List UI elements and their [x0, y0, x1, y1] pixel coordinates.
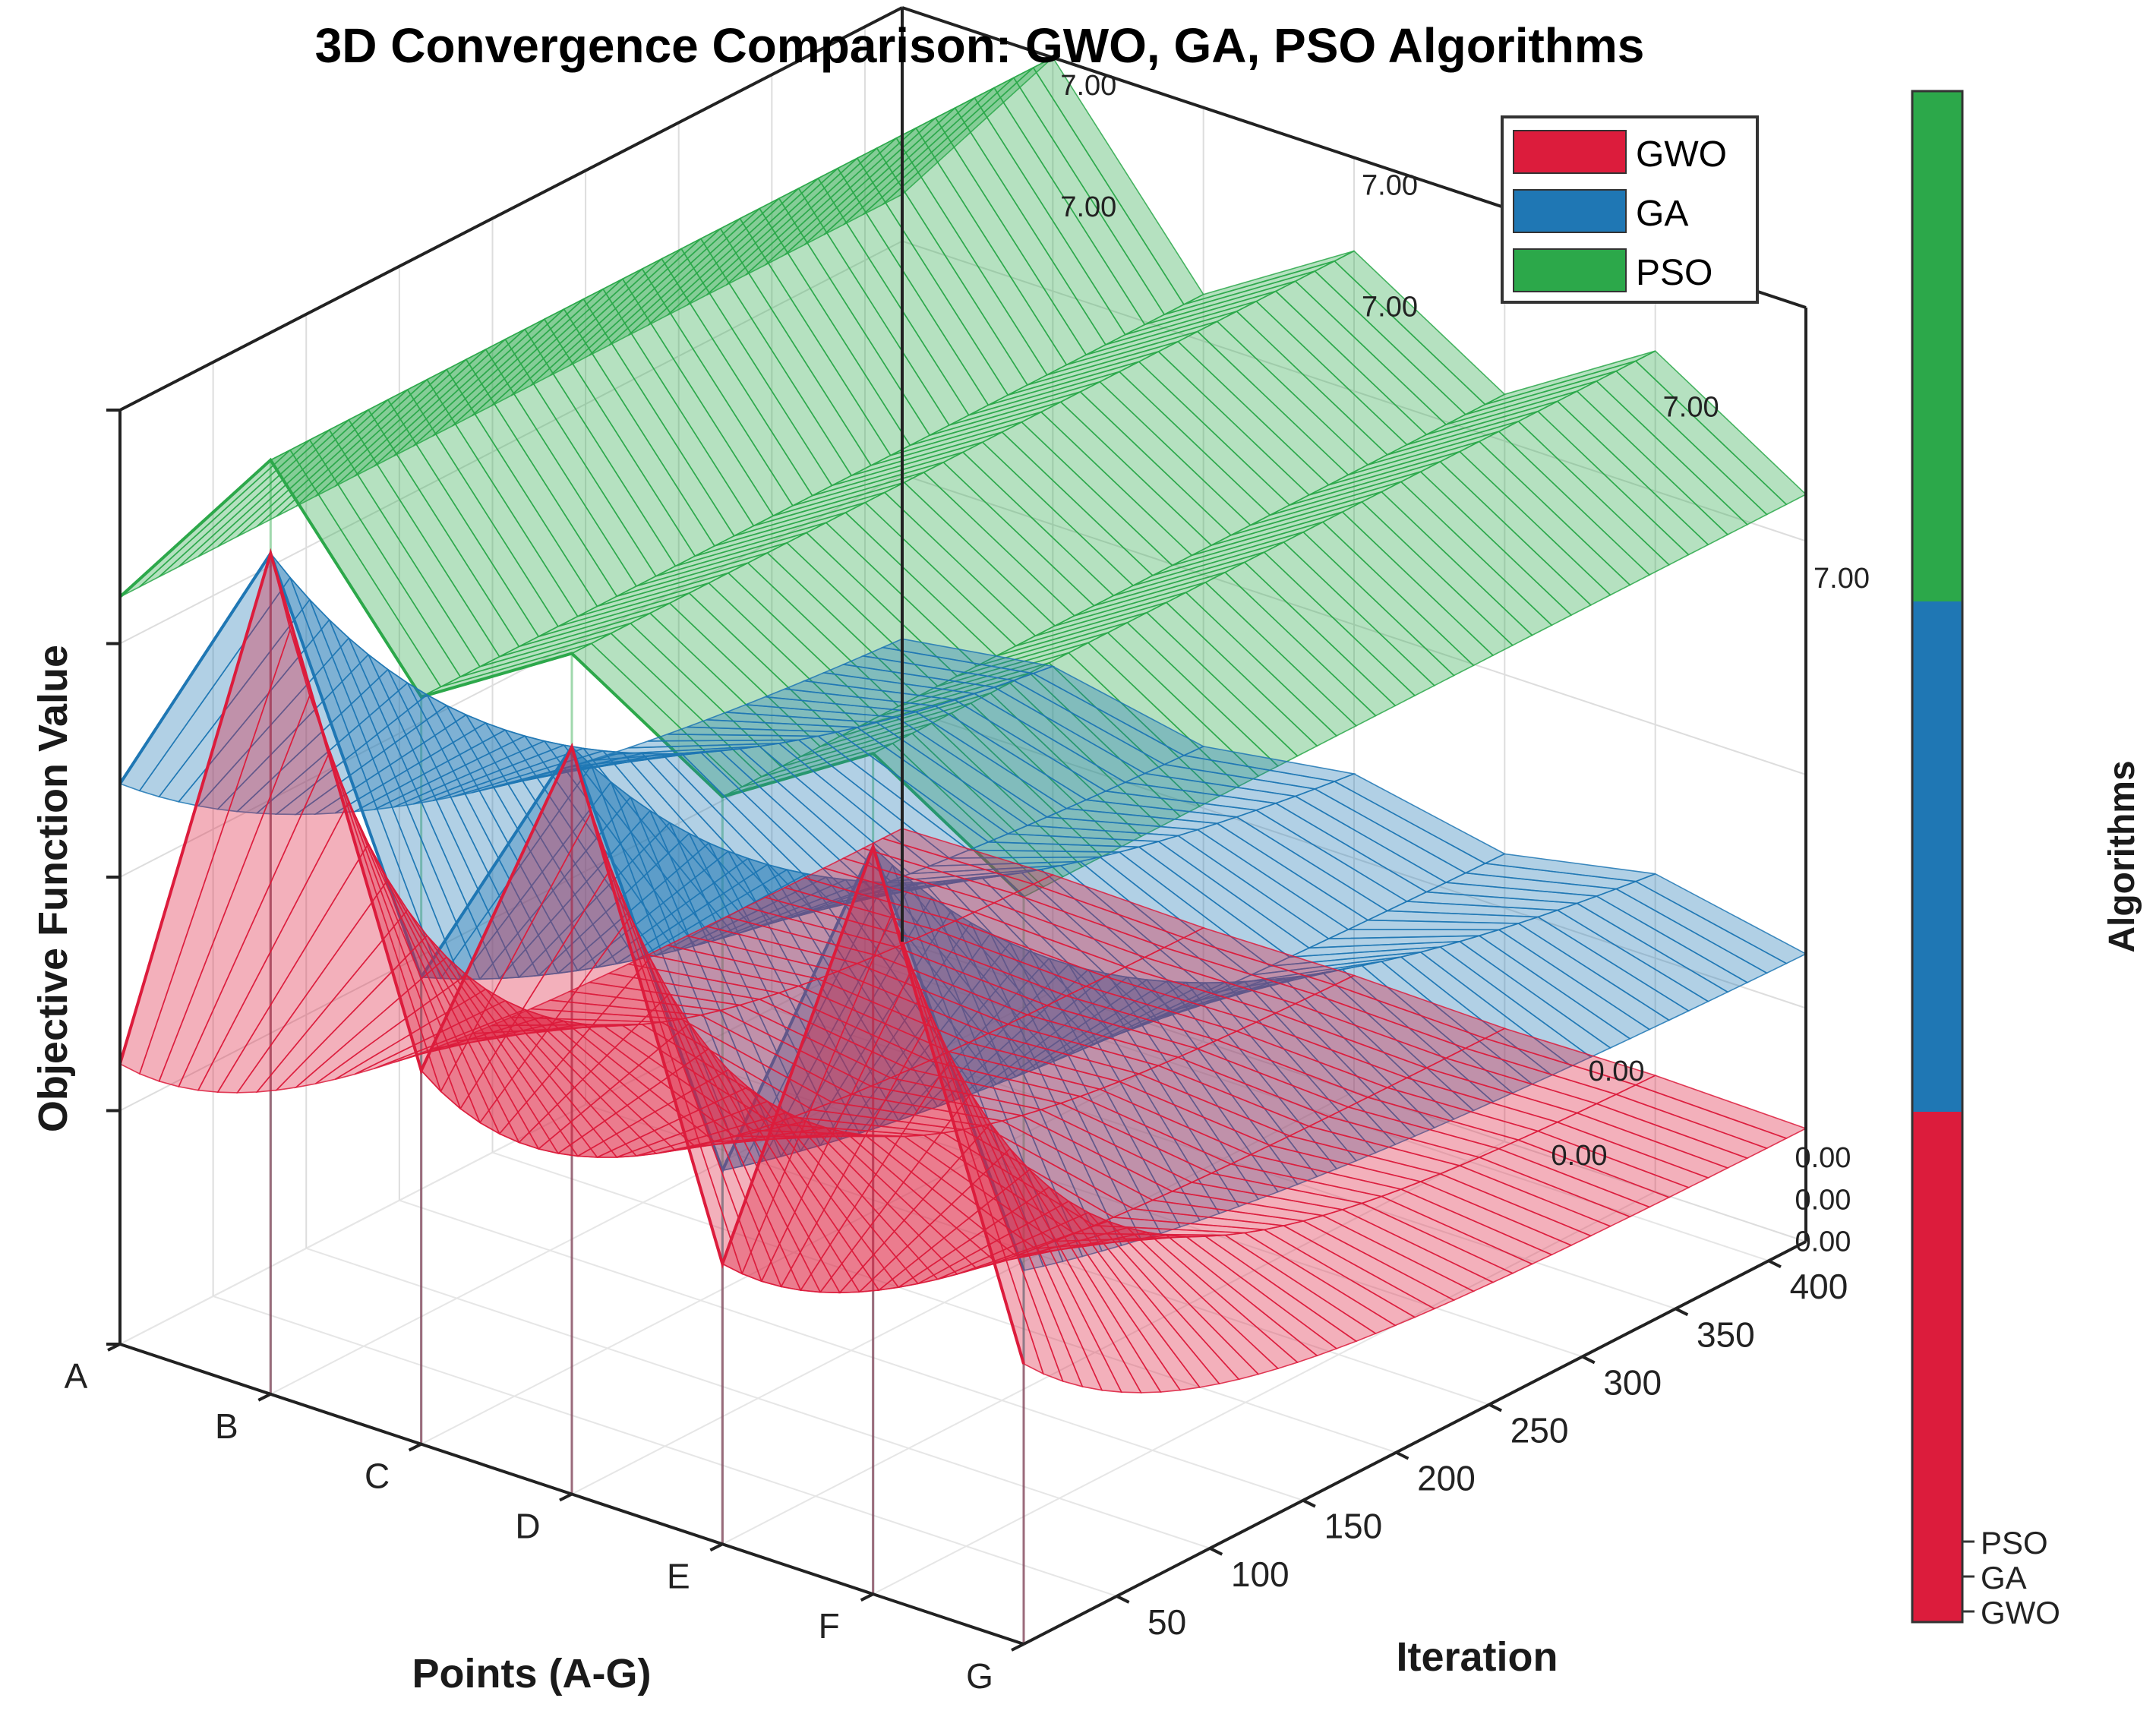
iteration-tick-label: 50	[1147, 1602, 1186, 1642]
iteration-tick	[1209, 1547, 1223, 1556]
points-tick-label: A	[65, 1356, 88, 1396]
points-tick-label: E	[667, 1556, 690, 1595]
legend-label-ga: GA	[1636, 194, 1688, 234]
legend-swatch-gwo	[1513, 130, 1627, 174]
ridge-value-label: 0.00	[1795, 1184, 1851, 1216]
legend-item-ga: GA	[1513, 189, 1688, 234]
ridge-value-label: 7.00	[1060, 191, 1116, 223]
points-tick	[709, 1542, 724, 1552]
iteration-tick-label: 300	[1603, 1362, 1662, 1402]
axis-edge-top-left	[119, 6, 903, 412]
points-tick	[860, 1592, 874, 1602]
ridge-value-label: 7.00	[1060, 70, 1116, 102]
iteration-tick	[1581, 1355, 1596, 1365]
surface-ribbons	[118, 56, 1808, 1644]
grid-line	[492, 1151, 1397, 1453]
iteration-tick	[1488, 1403, 1502, 1412]
series-ribbon-gwo	[118, 548, 1808, 1644]
profile-line-gwo	[118, 548, 1025, 1365]
colorbar-segment-blue	[1912, 601, 1962, 1112]
iteration-tick	[1302, 1498, 1316, 1508]
series-ribbon-pso	[118, 56, 1807, 1644]
legend-swatch-ga	[1513, 189, 1627, 233]
colorbar-label-pso: PSO	[1981, 1525, 2048, 1561]
ridge-value-label: 7.00	[1814, 563, 1870, 595]
ridge-value-label: 7.00	[1362, 170, 1418, 202]
iteration-tick-label: 250	[1510, 1411, 1569, 1450]
points-tick-label: G	[966, 1656, 993, 1696]
colorbar-title: Algorithms	[2102, 760, 2142, 952]
iteration-tick-label: 400	[1790, 1267, 1848, 1306]
iteration-tick-label: 100	[1231, 1554, 1289, 1594]
colorbar-label-ga: GA	[1981, 1560, 2027, 1595]
points-tick-label: D	[515, 1507, 540, 1546]
grid-line	[772, 1008, 1676, 1310]
ridge-value-label: 0.00	[1795, 1226, 1851, 1258]
legend-item-pso: PSO	[1513, 248, 1712, 293]
ridge-value-label: 0.00	[1795, 1142, 1851, 1174]
points-tick-label: F	[819, 1606, 840, 1646]
iteration-tick-label: 150	[1324, 1507, 1382, 1546]
legend: GWO GA PSO	[1501, 115, 1759, 304]
points-tick	[559, 1492, 573, 1502]
iteration-tick	[1395, 1450, 1409, 1460]
colorbar: PSO GA GWO Algorithms	[1911, 90, 2142, 1630]
y-axis-label: Iteration	[1396, 1634, 1558, 1680]
x-axis-label: Points (A-G)	[412, 1651, 652, 1696]
colorbar-segment-green	[1912, 91, 1962, 601]
points-tick-label: C	[365, 1457, 390, 1496]
iteration-tick	[1116, 1595, 1130, 1604]
legend-item-gwo: GWO	[1513, 130, 1727, 175]
profile-line-pso	[118, 457, 1025, 898]
colorbar-frame	[1911, 90, 1964, 1624]
chart-title: 3D Convergence Comparison: GWO, GA, PSO …	[315, 18, 1645, 73]
legend-label-gwo: GWO	[1636, 134, 1727, 175]
grid-line	[305, 1247, 1211, 1549]
colorbar-segment-red	[1912, 1112, 1962, 1622]
ridge-value-label: 0.00	[1551, 1140, 1608, 1172]
axis-ticks: A B C D E F G 50 100 150 200 250 300 350 400	[65, 409, 1848, 1696]
legend-label-pso: PSO	[1636, 253, 1712, 293]
grid-line	[678, 1056, 1583, 1358]
points-tick	[408, 1442, 422, 1452]
points-tick	[1011, 1643, 1024, 1652]
iteration-tick-label: 350	[1697, 1315, 1755, 1354]
iteration-tick	[1768, 1259, 1782, 1269]
ridge-value-label: 7.00	[1663, 391, 1719, 423]
grid-line	[213, 1295, 1117, 1597]
points-tick-label: B	[215, 1406, 238, 1446]
colorbar-label-gwo: GWO	[1981, 1595, 2060, 1630]
ridge-value-label: 7.00	[1362, 292, 1418, 324]
iteration-tick	[1675, 1307, 1689, 1317]
grid-line	[399, 1199, 1304, 1501]
legend-swatch-pso	[1513, 248, 1627, 292]
iteration-tick-label: 200	[1417, 1459, 1476, 1498]
z-axis-label: Objective Function Value	[30, 645, 76, 1132]
points-tick	[257, 1393, 272, 1402]
ridge-value-label: 0.00	[1589, 1056, 1645, 1087]
